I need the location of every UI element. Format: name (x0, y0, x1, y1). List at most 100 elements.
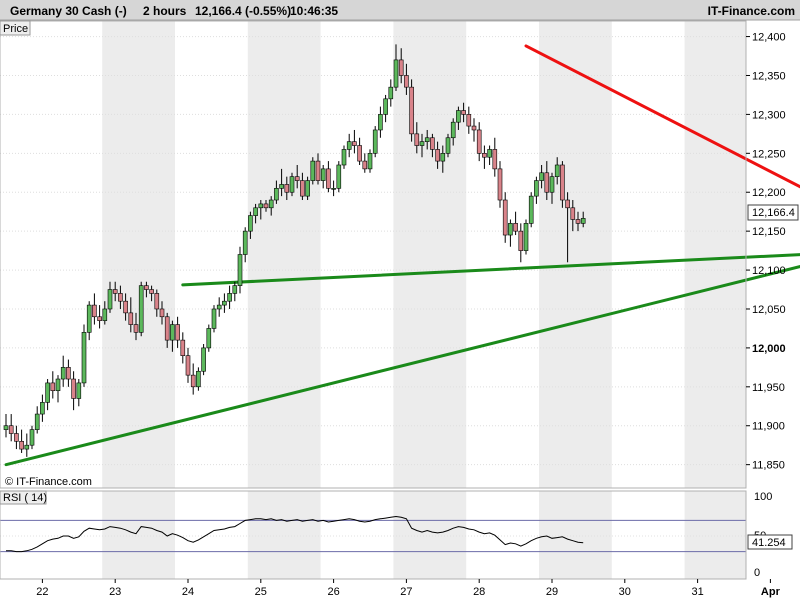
candle-body-55 (289, 176, 295, 193)
price-pane: Price © IT-Finance.com 11,850 11,900 11,95… (0, 20, 800, 489)
rsi-value-box (747, 534, 793, 550)
candle-body-33 (175, 324, 180, 341)
candle-body-67 (352, 141, 357, 146)
candle-body-74 (388, 86, 394, 100)
candle-110 (575, 211, 581, 232)
candle-body-21 (112, 289, 118, 294)
candle-86 (450, 118, 456, 146)
candle-12 (66, 359, 71, 387)
candle-body-5 (29, 429, 35, 446)
candle-body-18 (97, 316, 102, 321)
candle-body-58 (305, 180, 310, 197)
candle-body-57 (300, 180, 305, 197)
weekend-shading (102, 21, 746, 488)
candle-44 (232, 281, 238, 302)
trendline-1 (181, 253, 800, 287)
candle-91 (476, 122, 482, 162)
candle-body-60 (315, 160, 321, 181)
candle-68 (357, 137, 362, 165)
candle-body-9 (50, 382, 56, 392)
time-tick-label-8: 30 (619, 586, 631, 598)
rsi-shade-band-4 (684, 491, 746, 579)
candle-body-64 (336, 164, 342, 189)
candle-body-41 (216, 304, 222, 310)
candle-body-50 (263, 203, 269, 209)
price-pane-label: Price (3, 23, 28, 35)
candle-body-110 (575, 219, 581, 224)
watermark: © IT-Finance.com (5, 476, 92, 488)
price-tick-label-7: 12,200 (752, 187, 786, 199)
shade-band-4 (684, 21, 746, 488)
candle-body-29 (154, 293, 160, 310)
time-tick-label-5: 27 (400, 586, 412, 598)
candle-body-56 (294, 176, 300, 181)
candle-body-36 (190, 374, 196, 388)
candle-8 (45, 379, 50, 411)
candle-body-4 (24, 444, 30, 450)
candle-body-1 (8, 425, 14, 434)
price-tick-label-10: 12,350 (752, 70, 786, 82)
candle-body-66 (346, 141, 352, 150)
candle-64 (336, 161, 342, 193)
candle-body-22 (118, 293, 123, 302)
candle-body-103 (539, 172, 544, 181)
candle-body-40 (211, 308, 217, 329)
candle-23 (123, 293, 128, 321)
candle-body-107 (560, 164, 565, 201)
instrument-name: Germany 30 Cash (-) (10, 4, 127, 18)
candle-body-97 (508, 223, 513, 236)
price-tag-box (0, 20, 31, 36)
price-tick-label-8: 12,250 (752, 148, 786, 160)
candle-body-11 (60, 367, 66, 380)
candle-33 (175, 316, 180, 348)
candle-96 (502, 192, 508, 243)
candle-body-101 (528, 195, 534, 224)
candle-body-73 (383, 98, 388, 115)
candle-42 (222, 293, 227, 313)
candle-body-106 (554, 164, 560, 177)
candle-2 (14, 425, 19, 450)
candle-67 (352, 129, 357, 154)
candle-body-105 (549, 176, 555, 193)
candle-body-28 (149, 289, 154, 294)
candle-body-79 (414, 133, 420, 146)
rsi-shade-band-3 (539, 491, 612, 579)
candle-body-54 (284, 184, 290, 193)
candle-48 (253, 203, 258, 224)
candle-4 (24, 433, 30, 457)
candle-26 (138, 281, 144, 337)
candle-20 (107, 281, 113, 313)
candle-body-26 (138, 285, 144, 333)
time-tick-label-6: 28 (473, 586, 485, 598)
candle-52 (274, 180, 279, 204)
candle-0 (3, 414, 9, 438)
header-bar (0, 0, 800, 20)
candle-body-65 (341, 149, 347, 166)
candle-70 (367, 149, 373, 173)
candle-body-80 (419, 141, 425, 146)
candle-body-111 (580, 218, 586, 224)
candle-body-37 (196, 370, 201, 388)
candle-body-3 (19, 440, 24, 450)
candle-61 (320, 164, 326, 189)
rsi-shade-band-0 (102, 491, 175, 579)
candle-body-71 (372, 129, 378, 154)
candle-29 (154, 289, 160, 317)
candle-body-62 (326, 168, 331, 189)
candle-78 (409, 79, 414, 142)
price-tick-label-5: 12,100 (752, 265, 786, 277)
candle-102 (534, 176, 539, 204)
candle-body-93 (487, 149, 492, 158)
candle-93 (487, 145, 492, 165)
candle-60 (315, 153, 321, 185)
candle-36 (190, 363, 196, 395)
candle-38 (201, 344, 206, 376)
candle-body-16 (86, 304, 92, 333)
candle-90 (471, 118, 477, 142)
candle-5 (29, 425, 35, 450)
candle-84 (440, 145, 446, 173)
rsi-tag-box (0, 490, 47, 505)
candle-88 (461, 102, 466, 123)
candle-50 (263, 200, 269, 212)
price-tick-label-0: 11,850 (752, 460, 785, 472)
